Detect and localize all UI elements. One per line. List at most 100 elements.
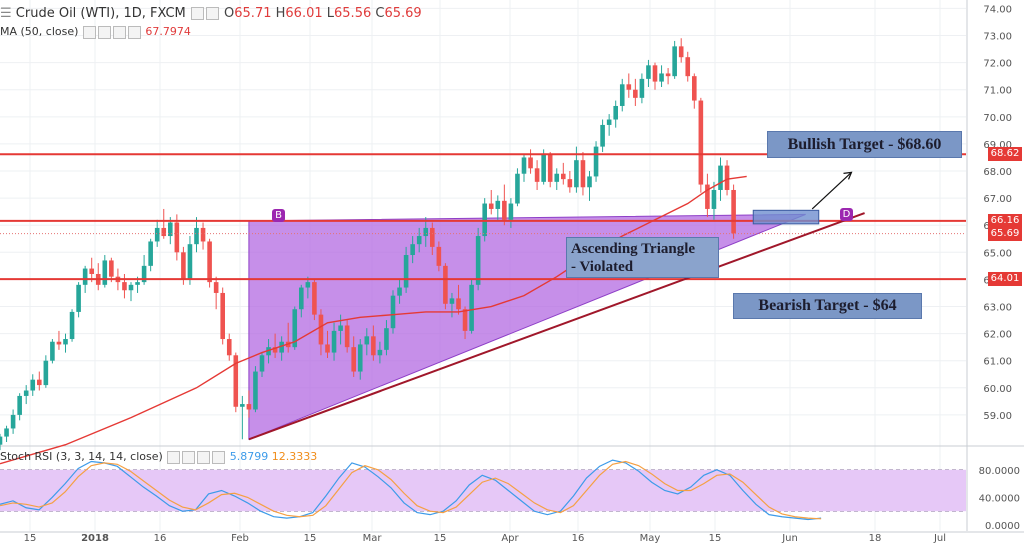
visibility-icon[interactable] <box>205 7 219 20</box>
high-value: 66.01 <box>285 6 323 21</box>
price-tick-label: 69.00 <box>983 140 1012 151</box>
candle-body <box>135 282 140 285</box>
candle-body <box>619 84 625 106</box>
time-tick-label: Apr <box>501 533 519 544</box>
candle-body <box>187 244 193 280</box>
rsi-visibility-icon[interactable] <box>182 450 196 464</box>
price-tick-label: 67.00 <box>983 194 1012 205</box>
candle-body <box>508 203 514 220</box>
candle-body <box>207 241 212 283</box>
rsi-k-value: 5.8799 <box>229 450 269 463</box>
candle-body <box>606 119 612 125</box>
price-tick-label: 65.00 <box>983 248 1012 259</box>
candle-body <box>639 78 645 98</box>
time-tick-label: 15 <box>304 533 317 544</box>
price-tick-label: 60.00 <box>983 384 1012 395</box>
price-tick-label: 73.00 <box>983 32 1012 43</box>
candle-body <box>724 165 730 190</box>
candle-body <box>246 404 252 410</box>
chart-header: ☰ Crude Oil (WTI), 1D, FXCM O65.71 H66.0… <box>0 6 422 21</box>
rsi-more-icon[interactable] <box>212 450 226 464</box>
candle-body <box>161 227 167 237</box>
candle-body <box>357 344 363 372</box>
candle-body <box>731 189 736 234</box>
candle-body <box>390 295 396 329</box>
candle-body <box>82 268 88 285</box>
candle-body <box>168 222 173 237</box>
price-tag: 66.16 <box>988 213 1022 228</box>
ma-more-icon[interactable] <box>127 25 141 39</box>
candle-body <box>76 284 81 312</box>
price-tick-label: 63.00 <box>983 303 1012 314</box>
candle-body <box>718 165 723 190</box>
ascending-triangle <box>248 213 806 441</box>
time-tick-label: May <box>640 533 661 544</box>
candle-body <box>325 344 330 353</box>
candle-body <box>633 89 638 98</box>
ma-value: 67.7974 <box>145 25 191 38</box>
candle-body <box>240 404 245 407</box>
candle-body <box>371 336 376 356</box>
candle-body <box>587 176 592 188</box>
time-tick-label: 16 <box>572 533 585 544</box>
price-tag: 68.62 <box>988 147 1022 162</box>
candle-body <box>436 246 442 266</box>
rsi-settings-icon[interactable] <box>167 450 181 464</box>
rsi-add-icon[interactable] <box>197 450 211 464</box>
candle-body <box>4 428 9 437</box>
candle-body <box>128 284 134 291</box>
candle-body <box>403 255 409 288</box>
time-axis: 15 2018 16 Feb 15 Mar 15 Apr 16 May 15 Jun 18 Jul <box>24 533 946 544</box>
price-tick-label: 70.00 <box>983 113 1012 124</box>
point-b-label: B <box>272 209 285 222</box>
candle-body <box>678 46 684 58</box>
candle-body <box>279 341 284 353</box>
candle-body <box>154 227 160 242</box>
candle-body <box>665 73 671 77</box>
candle-body <box>292 309 298 348</box>
candle-body <box>331 330 337 353</box>
candle-body <box>220 292 225 340</box>
candle-body <box>37 379 42 386</box>
candle-body <box>181 252 186 280</box>
rsi-d-line <box>0 460 822 520</box>
candle-body <box>312 282 317 315</box>
candle-body <box>528 157 533 169</box>
candle-body <box>384 328 389 350</box>
rsi-tick-label: 40.0000 <box>979 493 1020 504</box>
candle-body <box>30 379 36 391</box>
ma-add-icon[interactable] <box>112 25 126 39</box>
candle-body <box>259 355 265 372</box>
candle-body <box>397 287 402 296</box>
candle-body <box>626 84 632 90</box>
price-tick-label: 68.00 <box>983 167 1012 178</box>
candle-body <box>23 390 29 396</box>
menu-icon[interactable]: ☰ <box>0 6 12 21</box>
candle-body <box>109 260 114 277</box>
price-tick-label: 61.00 <box>983 357 1012 368</box>
triangle-callout-line2: - Violated <box>571 259 634 275</box>
candle-body <box>364 336 370 345</box>
candle-body <box>521 157 527 174</box>
candle-body <box>580 160 586 188</box>
candle-body <box>652 65 658 82</box>
candle-body <box>456 298 461 310</box>
price-tag: 65.69 <box>988 226 1022 241</box>
candle-body <box>482 203 487 237</box>
rsi-band <box>0 469 966 512</box>
close-value: 65.69 <box>384 6 422 21</box>
open-label: O <box>224 6 235 21</box>
settings-icon[interactable] <box>190 7 204 20</box>
ma-label: MA (50, close) <box>0 25 79 38</box>
candle-body <box>711 189 717 209</box>
ma-settings-icon[interactable] <box>82 25 96 39</box>
high-label: H <box>275 6 286 21</box>
candle-body <box>351 347 356 372</box>
candle-body <box>554 173 560 182</box>
candle-body <box>646 65 651 79</box>
bearish-target-callout: Bearish Target - $64 <box>733 293 922 319</box>
ma-visibility-icon[interactable] <box>97 25 111 39</box>
candle-body <box>233 355 239 407</box>
candle-body <box>10 414 16 429</box>
candle-body <box>43 360 49 386</box>
